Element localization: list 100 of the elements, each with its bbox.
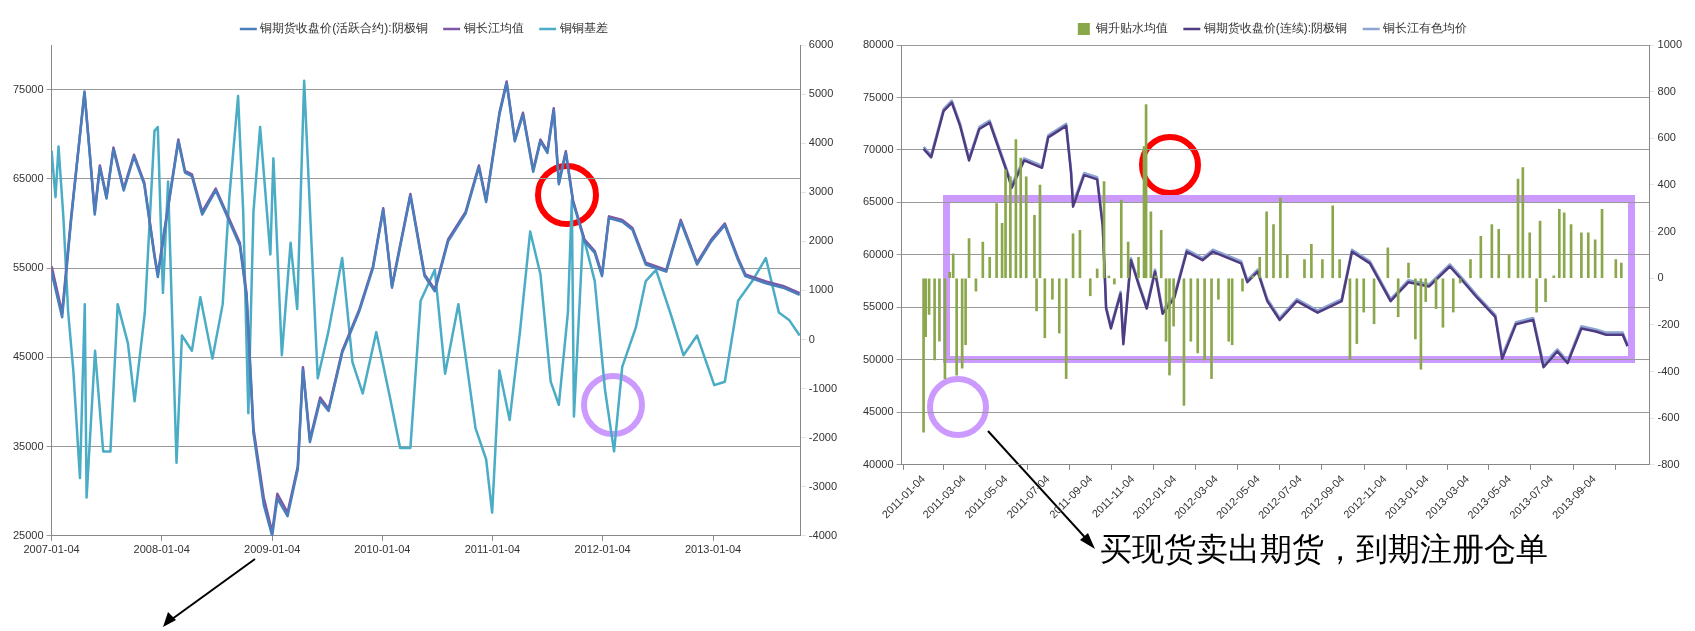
- y2-tick-label: -200: [1657, 317, 1680, 330]
- bar: [1203, 278, 1206, 361]
- y2-tick-label: 5000: [808, 87, 834, 100]
- bar: [1362, 278, 1366, 313]
- y2-tick-label: 0: [1657, 271, 1664, 284]
- bar: [1338, 259, 1341, 279]
- y2-tick-label: -2000: [808, 430, 838, 443]
- y2-tick-label: 2000: [808, 234, 834, 247]
- bar: [1004, 169, 1007, 279]
- bar: [995, 203, 998, 279]
- y2-tick-label: 6000: [808, 38, 834, 51]
- bar: [1451, 278, 1455, 313]
- legend-label: 铜长江有色均价: [1382, 21, 1468, 36]
- bar: [1586, 232, 1590, 279]
- y2-tick-label: 200: [1657, 224, 1676, 237]
- x-tick-label: 2007-01-04: [23, 543, 80, 556]
- y-tick-label: 65000: [862, 195, 894, 208]
- x-tick-label: 2009-01-04: [244, 543, 301, 556]
- bar: [1024, 176, 1028, 279]
- bar: [1497, 228, 1501, 279]
- bar: [951, 253, 955, 279]
- y-tick-label: 70000: [862, 143, 894, 155]
- bar: [1210, 278, 1213, 379]
- y-tick-label: 75000: [12, 82, 44, 95]
- y2-tick-label: 4000: [808, 136, 834, 149]
- bar: [1227, 278, 1231, 342]
- bar: [1051, 278, 1054, 300]
- legend-label: 铜期货收盘价(连续):阴极铜: [1202, 21, 1348, 36]
- bar: [922, 278, 925, 433]
- bar: [1009, 176, 1012, 279]
- y-tick-label: 55000: [862, 300, 894, 313]
- y2-tick-label: -4000: [808, 528, 838, 541]
- y2-tick-label: 400: [1657, 177, 1676, 190]
- y2-tick-label: 1000: [1657, 38, 1683, 51]
- bar: [1310, 244, 1313, 279]
- legend-label: 铜期货收盘价(活跃合约):阴极铜: [259, 21, 428, 36]
- y2-tick-label: 1000: [808, 283, 834, 296]
- bar: [1196, 278, 1200, 354]
- bar: [1241, 278, 1244, 292]
- y-tick-label: 45000: [862, 405, 894, 418]
- bar: [1272, 224, 1275, 279]
- bar: [1285, 254, 1289, 279]
- bar: [1113, 278, 1116, 285]
- bar: [1544, 278, 1547, 302]
- y-tick-label: 75000: [862, 90, 894, 103]
- bar: [988, 256, 992, 279]
- y-tick-label: 25000: [12, 528, 44, 541]
- y-tick-label: 45000: [12, 350, 44, 363]
- bar: [1159, 230, 1163, 279]
- y-tick-label: 55000: [12, 261, 44, 274]
- bar: [1043, 278, 1047, 339]
- y2-tick-label: 800: [1657, 84, 1676, 97]
- bar: [1217, 278, 1220, 300]
- legend-label: 铜升贴水均值: [1094, 21, 1168, 36]
- bar: [1119, 199, 1123, 279]
- bar: [1424, 278, 1428, 302]
- bar: [1168, 278, 1171, 376]
- y2-tick-label: -800: [1657, 457, 1680, 470]
- bar: [938, 278, 941, 342]
- bar: [955, 278, 958, 376]
- bar: [1019, 157, 1023, 279]
- bar: [1303, 259, 1306, 279]
- y-tick-label: 40000: [862, 457, 894, 470]
- legend-label: 铜铜基差: [558, 21, 608, 36]
- bar: [1479, 235, 1483, 279]
- text: 买现货卖出期货，到期注册仓单: [1100, 529, 1548, 570]
- bar: [1057, 278, 1061, 334]
- x-tick-label: 2011-01-04: [464, 543, 521, 556]
- y-tick-label: 65000: [12, 171, 44, 184]
- bar: [1137, 256, 1140, 279]
- y-tick-label: 80000: [862, 38, 894, 51]
- bar: [1558, 209, 1561, 279]
- x-tick-label: 2008-01-04: [133, 543, 190, 556]
- bar: [1614, 259, 1618, 279]
- bar: [1580, 232, 1583, 279]
- bar: [933, 278, 936, 361]
- y2-tick-label: 600: [1657, 131, 1676, 144]
- bar: [1331, 205, 1335, 279]
- y2-tick-label: 3000: [808, 185, 834, 198]
- bar: [1321, 259, 1324, 279]
- y-tick-label: 35000: [12, 439, 44, 452]
- bar: [1620, 262, 1623, 279]
- bar: [1265, 211, 1268, 279]
- bar: [1528, 232, 1532, 279]
- bar: [981, 241, 985, 279]
- y2-tick-label: -600: [1657, 411, 1680, 424]
- bar: [1414, 278, 1417, 340]
- y2-tick-label: -1000: [808, 381, 838, 394]
- bar: [1535, 278, 1538, 313]
- bar: [1469, 259, 1472, 279]
- legend-label: 铜长江均值: [462, 21, 524, 36]
- y2-tick-label: -3000: [808, 479, 838, 492]
- bar: [1279, 197, 1282, 279]
- y-tick-label: 50000: [862, 352, 894, 365]
- y2-tick-label: -400: [1657, 364, 1680, 377]
- bar: [1407, 262, 1410, 279]
- bar: [1258, 256, 1262, 279]
- x-tick-label: 2010-01-04: [354, 543, 411, 556]
- x-tick-label: 2012-01-04: [574, 543, 631, 556]
- bar: [1088, 278, 1092, 297]
